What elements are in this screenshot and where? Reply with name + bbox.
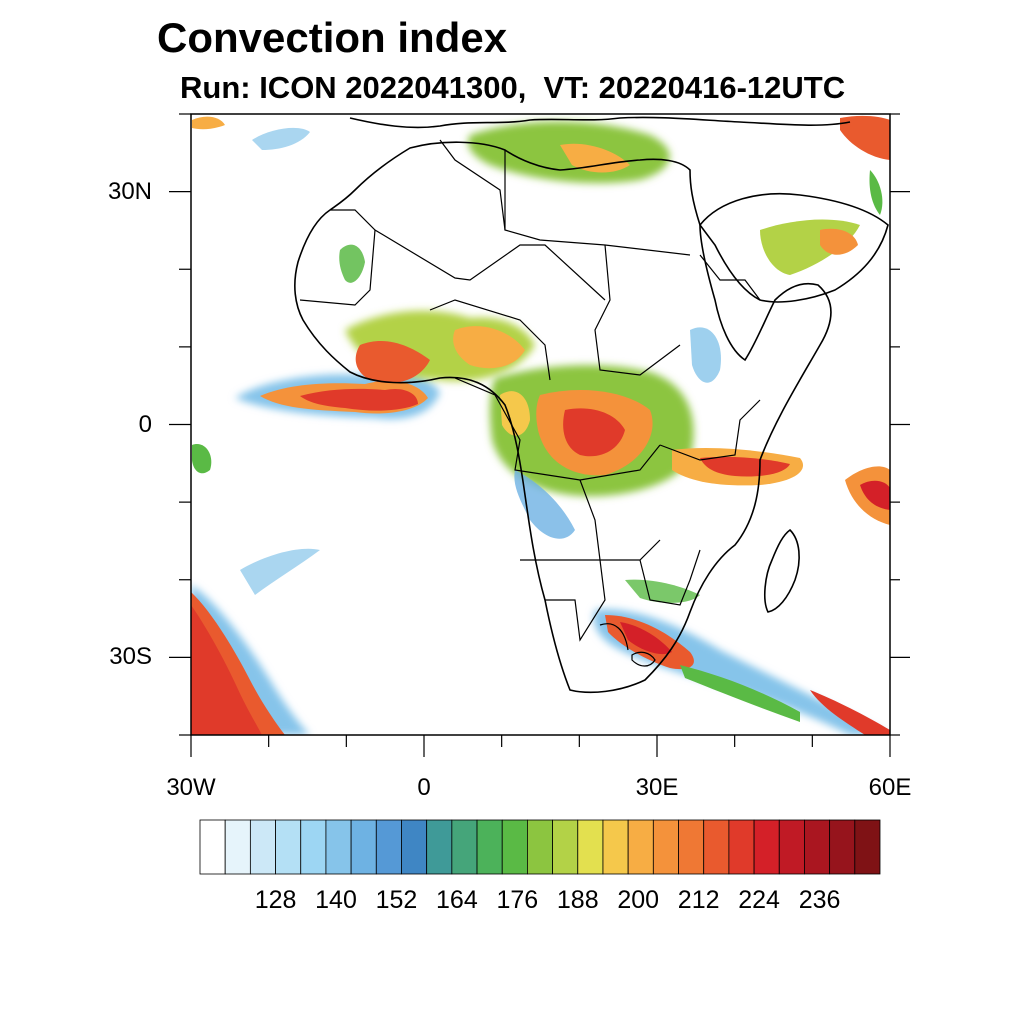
x-tick-label: 30E <box>635 774 679 801</box>
colorbar-swatch <box>829 819 856 875</box>
colorbar <box>199 819 881 875</box>
colorbar-tick-label: 176 <box>496 886 539 914</box>
x-tick-label: 60E <box>868 774 912 801</box>
colorbar-tick-label: 164 <box>436 886 478 914</box>
colorbar-swatch <box>325 819 352 875</box>
colorbar-swatch <box>778 819 805 875</box>
colorbar-tick-label: 224 <box>738 886 780 914</box>
colorbar-swatch <box>249 819 276 875</box>
europe-coastline <box>349 116 851 129</box>
field-west-africa <box>235 127 535 420</box>
coastlines <box>294 116 889 694</box>
colorbar-swatch <box>401 819 428 875</box>
colorbar-swatch <box>854 819 881 875</box>
axis-ticks <box>169 113 910 757</box>
chart-subtitle: Run: ICON 2022041300, VT: 20220416-12UTC <box>180 70 846 105</box>
colorbar-swatch <box>275 819 302 875</box>
colorbar-swatch <box>350 819 377 875</box>
colorbar-tick-label: 212 <box>677 886 720 914</box>
x-tick-label: 0 <box>417 774 431 801</box>
field-central-africa <box>489 365 694 539</box>
y-tick-label: 0 <box>138 410 152 438</box>
colorbar-swatch <box>375 819 402 875</box>
colorbar-swatch <box>678 819 705 875</box>
colorbar-tick-label: 152 <box>375 886 418 914</box>
x-tick-label: 30W <box>166 774 216 801</box>
colorbar-tick-label: 236 <box>798 886 841 914</box>
colorbar-swatch <box>652 819 679 875</box>
colorbar-tick-label: 188 <box>556 886 599 914</box>
arabia-coastline <box>698 192 889 303</box>
colorbar-swatch <box>627 819 654 875</box>
y-tick-label: 30S <box>109 643 152 671</box>
colorbar-swatch <box>602 819 629 875</box>
field-north-africa <box>192 115 890 275</box>
colorbar-swatch <box>224 819 251 875</box>
country-borders <box>299 139 761 667</box>
colorbar-swatch <box>451 819 478 875</box>
colorbar-swatch <box>300 819 327 875</box>
chart-title: Convection index <box>157 14 508 61</box>
colorbar-swatch <box>426 819 453 875</box>
madagascar-coastline <box>763 528 800 613</box>
colorbar-swatch <box>577 819 604 875</box>
y-tick-label: 30N <box>107 177 152 205</box>
colorbar-swatch <box>703 819 730 875</box>
colorbar-swatch <box>476 819 503 875</box>
colorbar-tick-label: 200 <box>617 886 660 914</box>
colorbar-swatch <box>199 819 226 875</box>
colorbar-tick-label: 140 <box>315 886 357 914</box>
colorbar-swatch <box>527 819 553 875</box>
convection-field <box>191 115 890 735</box>
colorbar-swatch <box>804 819 831 875</box>
colorbar-swatch <box>753 819 780 875</box>
colorbar-swatch <box>501 819 528 875</box>
field-southern-africa <box>593 579 890 735</box>
colorbar-swatch <box>552 819 579 875</box>
field-east-africa <box>192 327 890 525</box>
colorbar-tick-label: 128 <box>254 886 297 914</box>
africa-coastline <box>294 141 832 694</box>
colorbar-swatch <box>728 819 755 875</box>
field-south-atlantic <box>191 548 320 735</box>
